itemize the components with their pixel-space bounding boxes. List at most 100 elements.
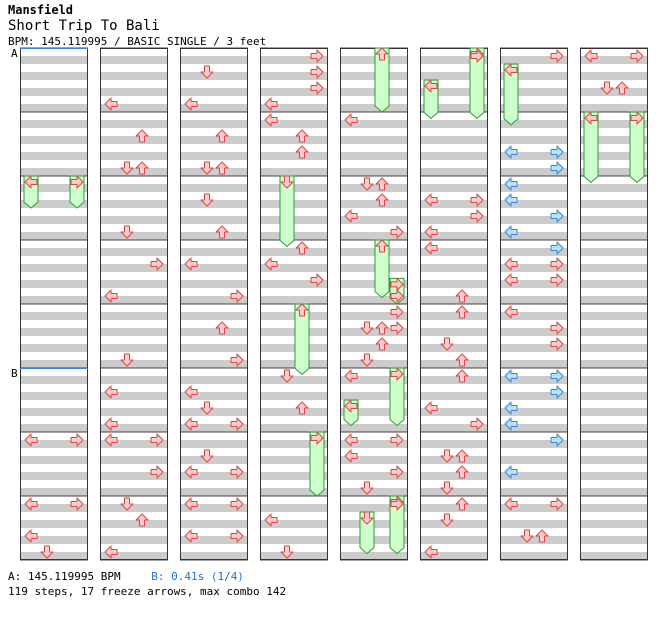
- beat-band: [260, 312, 328, 320]
- freeze-head-arrow: [630, 111, 644, 125]
- red-step-arrow: [375, 193, 389, 207]
- beat-band: [420, 280, 488, 288]
- beat-band: [180, 216, 248, 224]
- beat-band: [580, 88, 648, 96]
- freeze-head-arrow: [504, 63, 518, 77]
- beat-band: [420, 72, 488, 80]
- beat-band: [260, 392, 328, 400]
- red-step-arrow: [230, 529, 244, 543]
- beat-band: [580, 472, 648, 480]
- blue-step-arrow: [550, 241, 564, 255]
- beat-band: [260, 408, 328, 416]
- red-step-arrow: [504, 305, 518, 319]
- beat-band: [180, 72, 248, 80]
- beat-band: [420, 184, 488, 192]
- beat-band: [340, 344, 408, 352]
- beat-band: [500, 408, 568, 416]
- beat-band: [340, 488, 408, 496]
- beat-band: [260, 248, 328, 256]
- beat-band: [580, 344, 648, 352]
- beat-band: [340, 328, 408, 336]
- blue-step-arrow: [550, 161, 564, 175]
- beat-band: [180, 520, 248, 528]
- red-step-arrow: [440, 337, 454, 351]
- beat-band: [100, 136, 168, 144]
- beat-band: [340, 376, 408, 384]
- beat-band: [420, 360, 488, 368]
- beat-band: [500, 152, 568, 160]
- red-step-arrow: [310, 81, 324, 95]
- beat-band: [500, 536, 568, 544]
- beat-band: [180, 392, 248, 400]
- beat-band: [260, 120, 328, 128]
- blue-step-arrow: [504, 225, 518, 239]
- red-step-arrow: [360, 177, 374, 191]
- beat-band: [340, 440, 408, 448]
- beat-band: [100, 552, 168, 560]
- freeze-head-arrow: [584, 111, 598, 125]
- beat-band: [500, 120, 568, 128]
- beat-band: [500, 168, 568, 176]
- beat-band: [580, 376, 648, 384]
- beat-band: [420, 152, 488, 160]
- beat-band: [500, 88, 568, 96]
- red-step-arrow: [70, 433, 84, 447]
- beat-band: [420, 296, 488, 304]
- beat-band: [260, 264, 328, 272]
- beat-band: [420, 456, 488, 464]
- red-step-arrow: [440, 513, 454, 527]
- blue-step-arrow: [504, 369, 518, 383]
- beat-band: [340, 184, 408, 192]
- beat-band: [260, 520, 328, 528]
- red-step-arrow: [470, 209, 484, 223]
- beat-band: [420, 328, 488, 336]
- beat-band: [20, 88, 88, 96]
- beat-band: [420, 472, 488, 480]
- red-step-arrow: [424, 193, 438, 207]
- beat-band: [420, 264, 488, 272]
- beat-band: [420, 312, 488, 320]
- red-step-arrow: [584, 49, 598, 63]
- beat-band: [420, 344, 488, 352]
- marker-a: A: [11, 47, 18, 60]
- red-step-arrow: [295, 129, 309, 143]
- beat-band: [500, 472, 568, 480]
- red-step-arrow: [360, 321, 374, 335]
- beat-band: [20, 392, 88, 400]
- beat-band: [20, 328, 88, 336]
- beat-band: [500, 456, 568, 464]
- red-step-arrow: [375, 337, 389, 351]
- beat-band: [20, 152, 88, 160]
- red-step-arrow: [360, 353, 374, 367]
- column-border: [180, 48, 248, 560]
- red-step-arrow: [200, 193, 214, 207]
- beat-band: [580, 184, 648, 192]
- beat-band: [500, 424, 568, 432]
- blue-step-arrow: [550, 145, 564, 159]
- beat-band: [180, 296, 248, 304]
- beat-band: [420, 200, 488, 208]
- freeze-head-arrow: [375, 239, 389, 253]
- freeze-arrow: [294, 303, 310, 376]
- beat-band: [180, 232, 248, 240]
- beat-band: [500, 440, 568, 448]
- beat-band: [420, 168, 488, 176]
- freeze-head-arrow: [70, 175, 84, 189]
- red-step-arrow: [104, 385, 118, 399]
- red-step-arrow: [280, 545, 294, 559]
- beat-band: [420, 216, 488, 224]
- red-step-arrow: [424, 401, 438, 415]
- song-title: Short Trip To Bali: [8, 18, 160, 34]
- beat-band: [260, 280, 328, 288]
- beat-band: [20, 360, 88, 368]
- beat-band: [20, 536, 88, 544]
- red-step-arrow: [470, 417, 484, 431]
- red-step-arrow: [70, 497, 84, 511]
- freeze-arrow: [374, 47, 390, 113]
- beat-band: [500, 344, 568, 352]
- beat-band: [260, 424, 328, 432]
- beat-band: [420, 136, 488, 144]
- red-step-arrow: [215, 161, 229, 175]
- step-chart: [20, 47, 648, 561]
- red-step-arrow: [120, 497, 134, 511]
